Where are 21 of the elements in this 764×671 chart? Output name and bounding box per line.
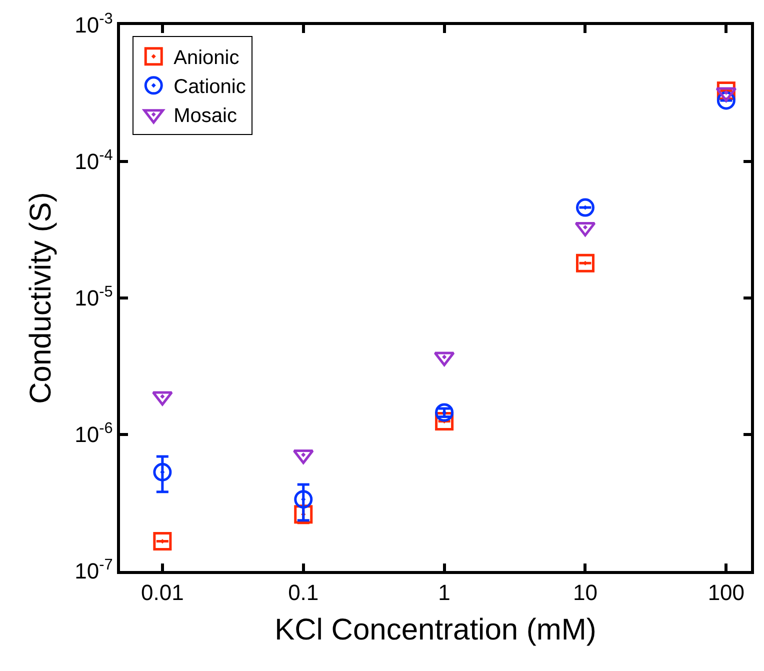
legend-label: Mosaic xyxy=(174,105,237,128)
x-tick-label: 0.01 xyxy=(141,580,184,606)
point xyxy=(153,532,172,551)
y-axis-title: Conductivity (S) xyxy=(24,192,58,404)
legend-label: Anionic xyxy=(174,47,240,70)
y-tick-label: 10$^{-4}$ xyxy=(74,146,114,174)
point xyxy=(294,490,313,509)
point xyxy=(576,198,594,217)
x-tick-label: 1 xyxy=(438,580,450,606)
x-axis-title: KCl Concentration (mM) xyxy=(274,614,596,647)
y-tick-label: 10$^{-5}$ xyxy=(74,283,113,311)
x-tick-label: 0.1 xyxy=(288,580,319,606)
y-tick-label: 10$^{-6}$ xyxy=(74,420,113,448)
y-tick-label: 10$^{-3}$ xyxy=(74,10,113,38)
point xyxy=(153,462,172,482)
legend-label: Cationic xyxy=(174,76,246,98)
point xyxy=(576,254,594,272)
x-tick-label: 100 xyxy=(708,580,745,606)
x-tick-label: 10 xyxy=(573,580,598,606)
point xyxy=(435,403,454,422)
y-tick-label: 10$^{-7}$ xyxy=(74,556,113,584)
